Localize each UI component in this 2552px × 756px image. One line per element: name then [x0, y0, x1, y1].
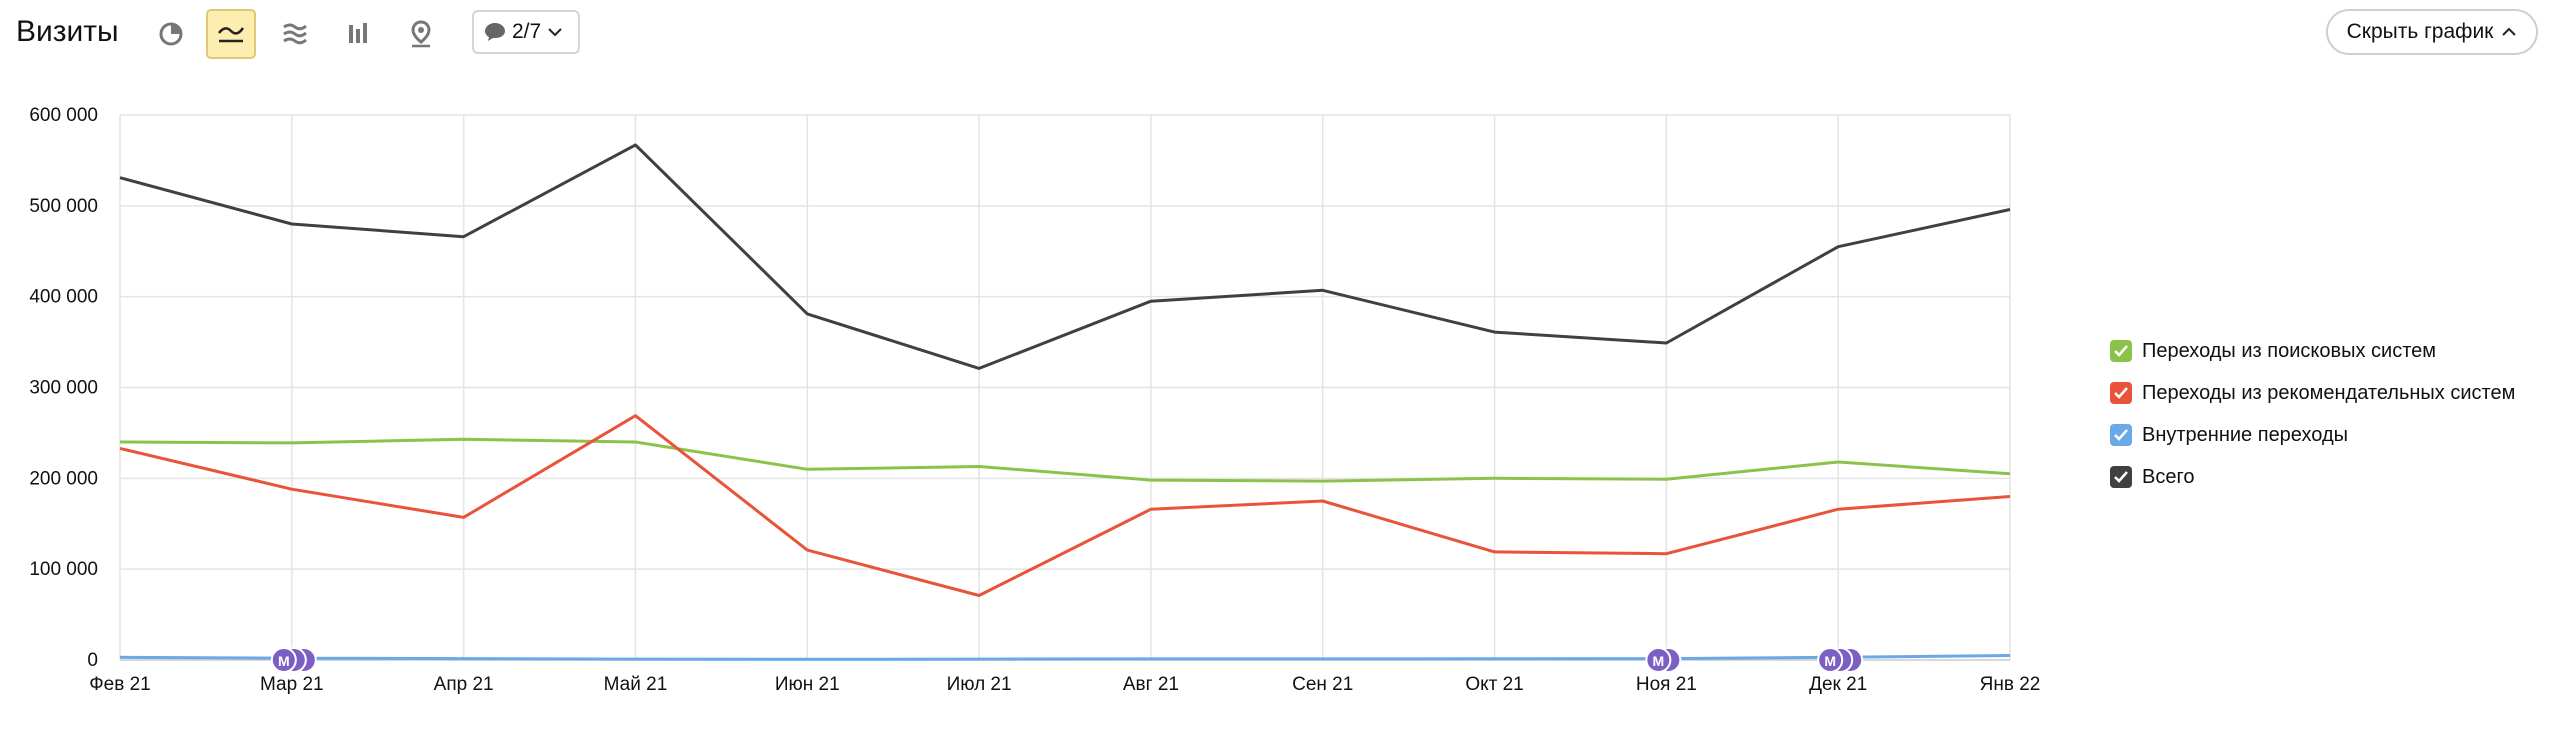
- map-button[interactable]: [396, 9, 446, 59]
- legend-label: Переходы из рекомендательных систем: [2142, 381, 2516, 404]
- bar-chart-button[interactable]: [333, 9, 383, 59]
- pie-chart-icon: [159, 22, 183, 46]
- x-tick-label: Май 21: [604, 674, 668, 695]
- map-pin-icon: [411, 20, 431, 48]
- line-chart: 0 100 000 200 000 300 000 400 000 500 000 600 …: [29, 105, 2041, 695]
- x-tick-label: Ноя 21: [1636, 674, 1697, 695]
- annotation-label: М: [278, 653, 290, 669]
- legend-label: Внутренние переходы: [2142, 423, 2348, 446]
- stacked-area-icon: [283, 23, 307, 45]
- line-chart-icon: [218, 27, 245, 43]
- toolbar: Визиты 2/7: [0, 0, 2552, 70]
- annotation-counter: 2/7: [512, 20, 542, 43]
- checkbox-checked-icon[interactable]: [2110, 340, 2132, 362]
- series-line-0: [119, 437, 2011, 483]
- chevron-up-icon: [2502, 27, 2517, 36]
- annotation-marker: [270, 647, 297, 673]
- checkbox-checked-icon[interactable]: [2110, 466, 2132, 488]
- annotation-filter-dropdown[interactable]: 2/7: [472, 10, 580, 54]
- x-tick-label: Июн 21: [775, 674, 840, 695]
- line-chart-button[interactable]: [206, 9, 256, 59]
- x-tick-label: Дек 21: [1809, 674, 1867, 695]
- chart-legend: Переходы из поисковых систем Переходы из …: [2110, 330, 2515, 498]
- x-tick-label: Мар 21: [260, 674, 324, 695]
- x-tick-label: Сен 21: [1292, 674, 1353, 695]
- annotation-marker: [1817, 647, 1844, 673]
- y-tick-label: 500 000: [29, 196, 98, 217]
- y-tick-label: 0: [87, 650, 98, 671]
- checkbox-checked-icon[interactable]: [2110, 382, 2132, 404]
- legend-label: Переходы из поисковых систем: [2142, 339, 2437, 362]
- x-tick-label: Апр 21: [434, 674, 494, 695]
- y-tick-label: 600 000: [29, 105, 98, 126]
- comment-icon: [485, 23, 505, 41]
- page-title: Визиты: [16, 15, 119, 48]
- y-tick-label: 300 000: [29, 378, 98, 399]
- annotation-marker: [1645, 647, 1672, 673]
- checkbox-checked-icon[interactable]: [2110, 424, 2132, 446]
- x-tick-label: Янв 22: [1980, 674, 2041, 695]
- legend-item[interactable]: Переходы из рекомендательных систем: [2110, 372, 2515, 414]
- stacked-area-button[interactable]: [270, 9, 320, 59]
- series-line-3: [119, 143, 2011, 370]
- x-tick-label: Июл 21: [947, 674, 1012, 695]
- chevron-down-icon: [548, 28, 562, 37]
- y-tick-label: 100 000: [29, 559, 98, 580]
- x-tick-label: Окт 21: [1465, 674, 1523, 695]
- x-tick-label: Фев 21: [89, 674, 151, 695]
- annotation-label: М: [1653, 653, 1665, 669]
- y-tick-label: 200 000: [29, 468, 98, 489]
- legend-item[interactable]: Внутренние переходы: [2110, 414, 2515, 456]
- bar-chart-icon: [349, 23, 367, 43]
- pie-chart-button[interactable]: [146, 9, 196, 59]
- x-tick-label: Авг 21: [1123, 674, 1179, 695]
- hide-chart-label: Скрыть график: [2346, 20, 2494, 43]
- hide-chart-button[interactable]: Скрыть график: [2326, 9, 2538, 55]
- y-tick-label: 400 000: [29, 287, 98, 308]
- legend-item[interactable]: Переходы из поисковых систем: [2110, 330, 2515, 372]
- legend-label: Всего: [2142, 465, 2195, 488]
- series-line-2: [119, 654, 2011, 661]
- legend-item[interactable]: Всего: [2110, 456, 2515, 498]
- series-line-1: [119, 414, 2011, 597]
- annotation-label: М: [1824, 653, 1836, 669]
